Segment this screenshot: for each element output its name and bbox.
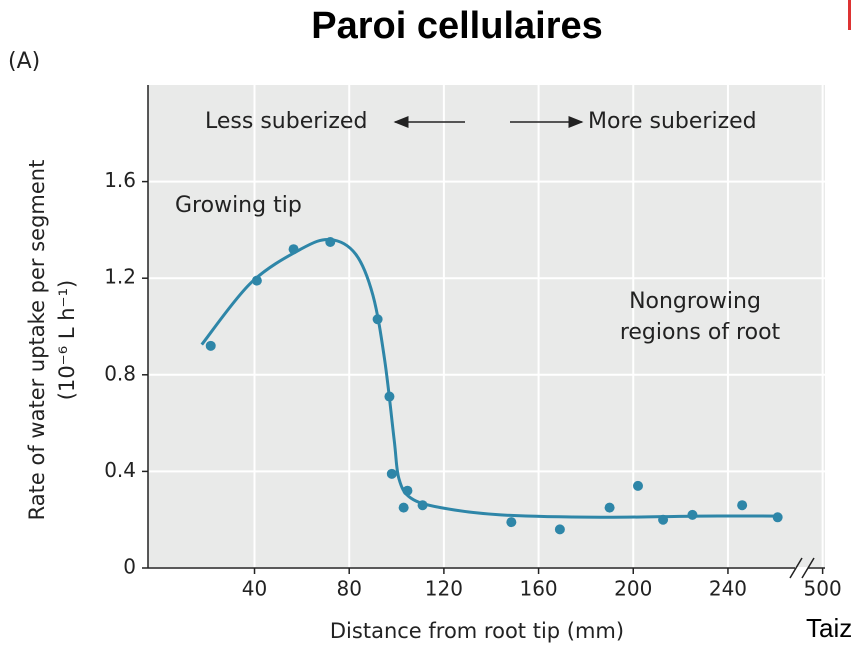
y-tick-label: 0 bbox=[123, 555, 136, 579]
panel-label: (A) bbox=[8, 49, 40, 74]
grid bbox=[148, 85, 825, 569]
data-point bbox=[417, 500, 428, 511]
y-axis-unit: (10⁻⁶ L h⁻¹) bbox=[55, 280, 79, 400]
data-point bbox=[687, 509, 698, 520]
data-point bbox=[372, 314, 383, 325]
annotation: regions of root bbox=[620, 320, 781, 345]
y-tick-label: 1.6 bbox=[104, 168, 136, 192]
y-tick-label: 0.8 bbox=[104, 361, 136, 385]
data-point bbox=[604, 502, 615, 513]
x-tick-label: 40 bbox=[242, 577, 267, 601]
data-point bbox=[658, 514, 669, 525]
data-point bbox=[772, 512, 783, 523]
y-tick-label: 0.4 bbox=[104, 458, 136, 482]
annotation: Less suberized bbox=[205, 109, 367, 134]
data-point bbox=[251, 275, 262, 286]
axis-break bbox=[801, 557, 815, 579]
data-point bbox=[205, 340, 216, 351]
x-tick-label: 80 bbox=[336, 577, 361, 601]
annotation: Nongrowing bbox=[629, 289, 761, 314]
data-point bbox=[402, 485, 413, 496]
data-point bbox=[386, 468, 397, 479]
credit: Taiz L bbox=[806, 613, 853, 643]
x-tick-label: 200 bbox=[614, 577, 652, 601]
axis-break bbox=[789, 557, 803, 579]
y-tick-label: 1.2 bbox=[104, 265, 136, 289]
data-point bbox=[288, 244, 299, 255]
fit-line bbox=[200, 237, 778, 519]
y-axis-label: Rate of water uptake per segment bbox=[25, 160, 49, 521]
x-tick-label: 500 bbox=[804, 577, 842, 601]
data-point bbox=[398, 502, 409, 513]
x-tick-label: 160 bbox=[519, 577, 557, 601]
x-tick-label: 120 bbox=[425, 577, 463, 601]
plot-background bbox=[148, 85, 825, 568]
x-tick-label: 240 bbox=[709, 577, 747, 601]
data-point bbox=[632, 480, 643, 491]
data-point bbox=[506, 517, 517, 528]
x-axis-label: Distance from root tip (mm) bbox=[330, 619, 624, 643]
chart-title: Paroi cellulaires bbox=[311, 5, 603, 47]
annotation: More suberized bbox=[588, 109, 757, 134]
data-point bbox=[325, 236, 336, 247]
data-point bbox=[384, 391, 395, 402]
annotation: Growing tip bbox=[175, 193, 302, 218]
decoration bbox=[848, 0, 851, 30]
data-point bbox=[737, 500, 748, 511]
data-point bbox=[554, 524, 565, 535]
